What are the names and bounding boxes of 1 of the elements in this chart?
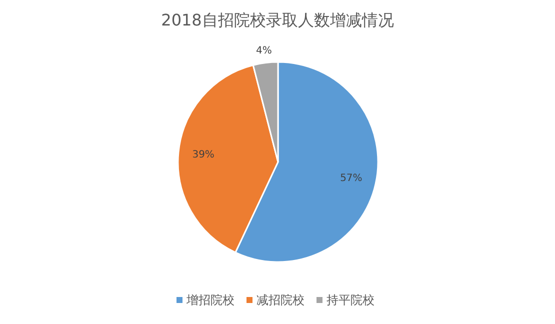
title: 2018自招院校录取人数增减情况 — [161, 10, 394, 30]
